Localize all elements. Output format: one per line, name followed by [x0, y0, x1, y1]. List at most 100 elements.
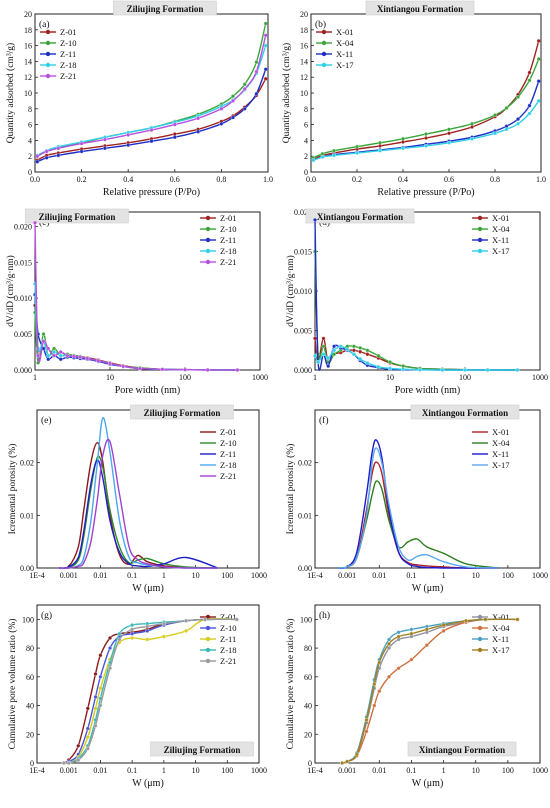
y-axis-label: Cumulative pore volume ratio (%) — [285, 619, 296, 750]
legend-label-Z-21: Z-21 — [220, 656, 237, 666]
data-point-Z-11 — [161, 634, 166, 639]
y-tick-label: 18 — [24, 26, 32, 35]
data-point-Z-18 — [46, 353, 51, 358]
x-axis-label: Relative pressure (P/Po) — [103, 187, 200, 198]
x-tick-label: 10 — [192, 766, 200, 775]
y-tick-label: 100 — [300, 615, 312, 624]
x-tick-label: 1 — [162, 571, 166, 580]
data-point-Z-10 — [93, 694, 98, 699]
data-point-Z-11 — [93, 706, 98, 711]
data-point-X-01 — [313, 336, 317, 341]
y-tick-label: 0.005 — [294, 327, 312, 336]
data-point-X-04 — [396, 666, 401, 671]
series-line-Z-10 — [34, 312, 238, 371]
data-point-Z-21 — [41, 339, 46, 344]
y-tick-label: 100 — [22, 615, 34, 624]
formation-title: Xintiangou Formation — [419, 745, 505, 755]
y-tick-label: 2 — [28, 152, 32, 161]
data-point-X-01 — [447, 131, 451, 136]
data-point-Z-21 — [126, 132, 131, 137]
y-tick-label: 0 — [308, 759, 312, 768]
data-point-X-17 — [516, 121, 520, 126]
legend-label-Z-21: Z-21 — [220, 257, 237, 267]
data-point-Z-11 — [242, 106, 247, 111]
x-tick-label: 1 — [442, 766, 446, 775]
y-tick-label: 40 — [304, 702, 312, 711]
data-point-X-17 — [527, 111, 532, 116]
data-point-Z-21 — [183, 367, 187, 372]
y-axis-label: Quantity adsorbed (cm³/g) — [5, 43, 16, 143]
x-tick-label: 1000 — [532, 571, 548, 580]
data-point-X-04 — [516, 95, 520, 99]
data-point-Z-11 — [79, 149, 84, 154]
y-tick-label: 0.01 — [298, 511, 312, 520]
data-point-Z-21 — [71, 354, 76, 359]
chart-panel-g: 0 20 40 60 80 100 1E-4 0.001 0.01 0.1 1 10 100 1000 W … — [7, 604, 267, 789]
legend-label-X-11: X-11 — [492, 634, 509, 644]
data-point-Z-21 — [65, 353, 70, 358]
data-point-X-17 — [515, 617, 520, 622]
x-tick-label: 1E-4 — [29, 766, 45, 775]
data-point-X-11 — [396, 630, 401, 635]
y-tick-label: 14 — [300, 57, 308, 66]
series-line-Z-11 — [34, 294, 238, 371]
data-point-Z-11 — [126, 143, 131, 148]
y-tick-label: 80 — [26, 644, 34, 653]
legend-label-X-17: X-17 — [336, 60, 353, 70]
data-point-Z-10 — [98, 674, 103, 679]
series-line-Z-21 — [59, 438, 218, 569]
legend-marker-Z-21 — [205, 259, 211, 265]
data-point-X-04 — [387, 674, 391, 679]
legend-label-X-11: X-11 — [492, 235, 509, 245]
formation-title: Ziliujing Formation — [164, 745, 241, 755]
y-axis-label: dV/dD (cm³/g·nm) — [5, 255, 16, 327]
data-point-X-11 — [332, 344, 337, 349]
panel-label: (e) — [41, 415, 52, 426]
y-tick-label: 0.000 — [294, 366, 312, 375]
data-point-X-17 — [316, 360, 321, 365]
data-point-Z-11 — [85, 735, 90, 740]
x-tick-label: 0.01 — [93, 766, 107, 775]
chart-panel-e: 0.00 0.01 0.02 1E-4 0.001 0.01 0.1 1 10 100 1000 W … — [7, 404, 267, 594]
data-point-X-17 — [441, 623, 446, 628]
x-tick-label: 100 — [459, 373, 471, 382]
x-tick-label: 0.0 — [30, 175, 40, 184]
y-tick-label: 18 — [300, 26, 308, 35]
data-point-Z-21 — [108, 666, 112, 671]
legend-marker-Z-18 — [205, 647, 211, 653]
x-axis-label: Pore width (nm) — [395, 385, 461, 396]
x-tick-label: 1 — [33, 373, 37, 382]
x-tick-label: 0.1 — [406, 571, 416, 580]
legend-label-Z-01: Z-01 — [60, 27, 77, 37]
data-point-X-17 — [515, 368, 520, 372]
legend-label-Z-11: Z-11 — [60, 49, 76, 59]
data-point-Z-21 — [161, 621, 166, 626]
legend-marker-Z-11 — [205, 636, 211, 642]
y-axis-label: dV/dD (cm³/g·nm) — [285, 255, 296, 327]
data-point-X-17 — [396, 634, 401, 639]
data-point-X-04 — [351, 344, 356, 349]
legend-label-X-17: X-17 — [492, 460, 509, 470]
x-tick-label: 1.0 — [263, 175, 273, 184]
chart-panel-h: 0 20 40 60 80 100 1E-4 0.001 0.01 0.1 1 10 100 1000 W … — [285, 604, 548, 789]
y-tick-label: 20 — [24, 10, 32, 19]
data-point-Z-21 — [263, 33, 268, 38]
legend-marker-Z-21 — [45, 73, 51, 79]
panel-label: (b) — [315, 19, 326, 30]
x-tick-label: 0.1 — [406, 766, 416, 775]
data-point-X-17 — [351, 352, 356, 357]
data-point-Z-11 — [58, 357, 63, 362]
y-axis-label: Icremental porosity (%) — [285, 444, 296, 535]
data-point-Z-21 — [219, 106, 224, 111]
data-point-X-17 — [401, 146, 405, 151]
data-point-Z-21 — [234, 617, 239, 622]
x-tick-label: 0.6 — [170, 175, 180, 184]
x-tick-label: 0.1 — [127, 571, 137, 580]
y-tick-label: 10 — [300, 89, 308, 98]
formation-title-box — [150, 741, 254, 757]
series-line-X-01 — [314, 337, 518, 371]
data-point-X-17 — [504, 127, 509, 132]
data-point-Z-10 — [41, 332, 46, 337]
data-point-Z-21 — [85, 356, 90, 361]
data-point-X-04 — [358, 345, 363, 350]
